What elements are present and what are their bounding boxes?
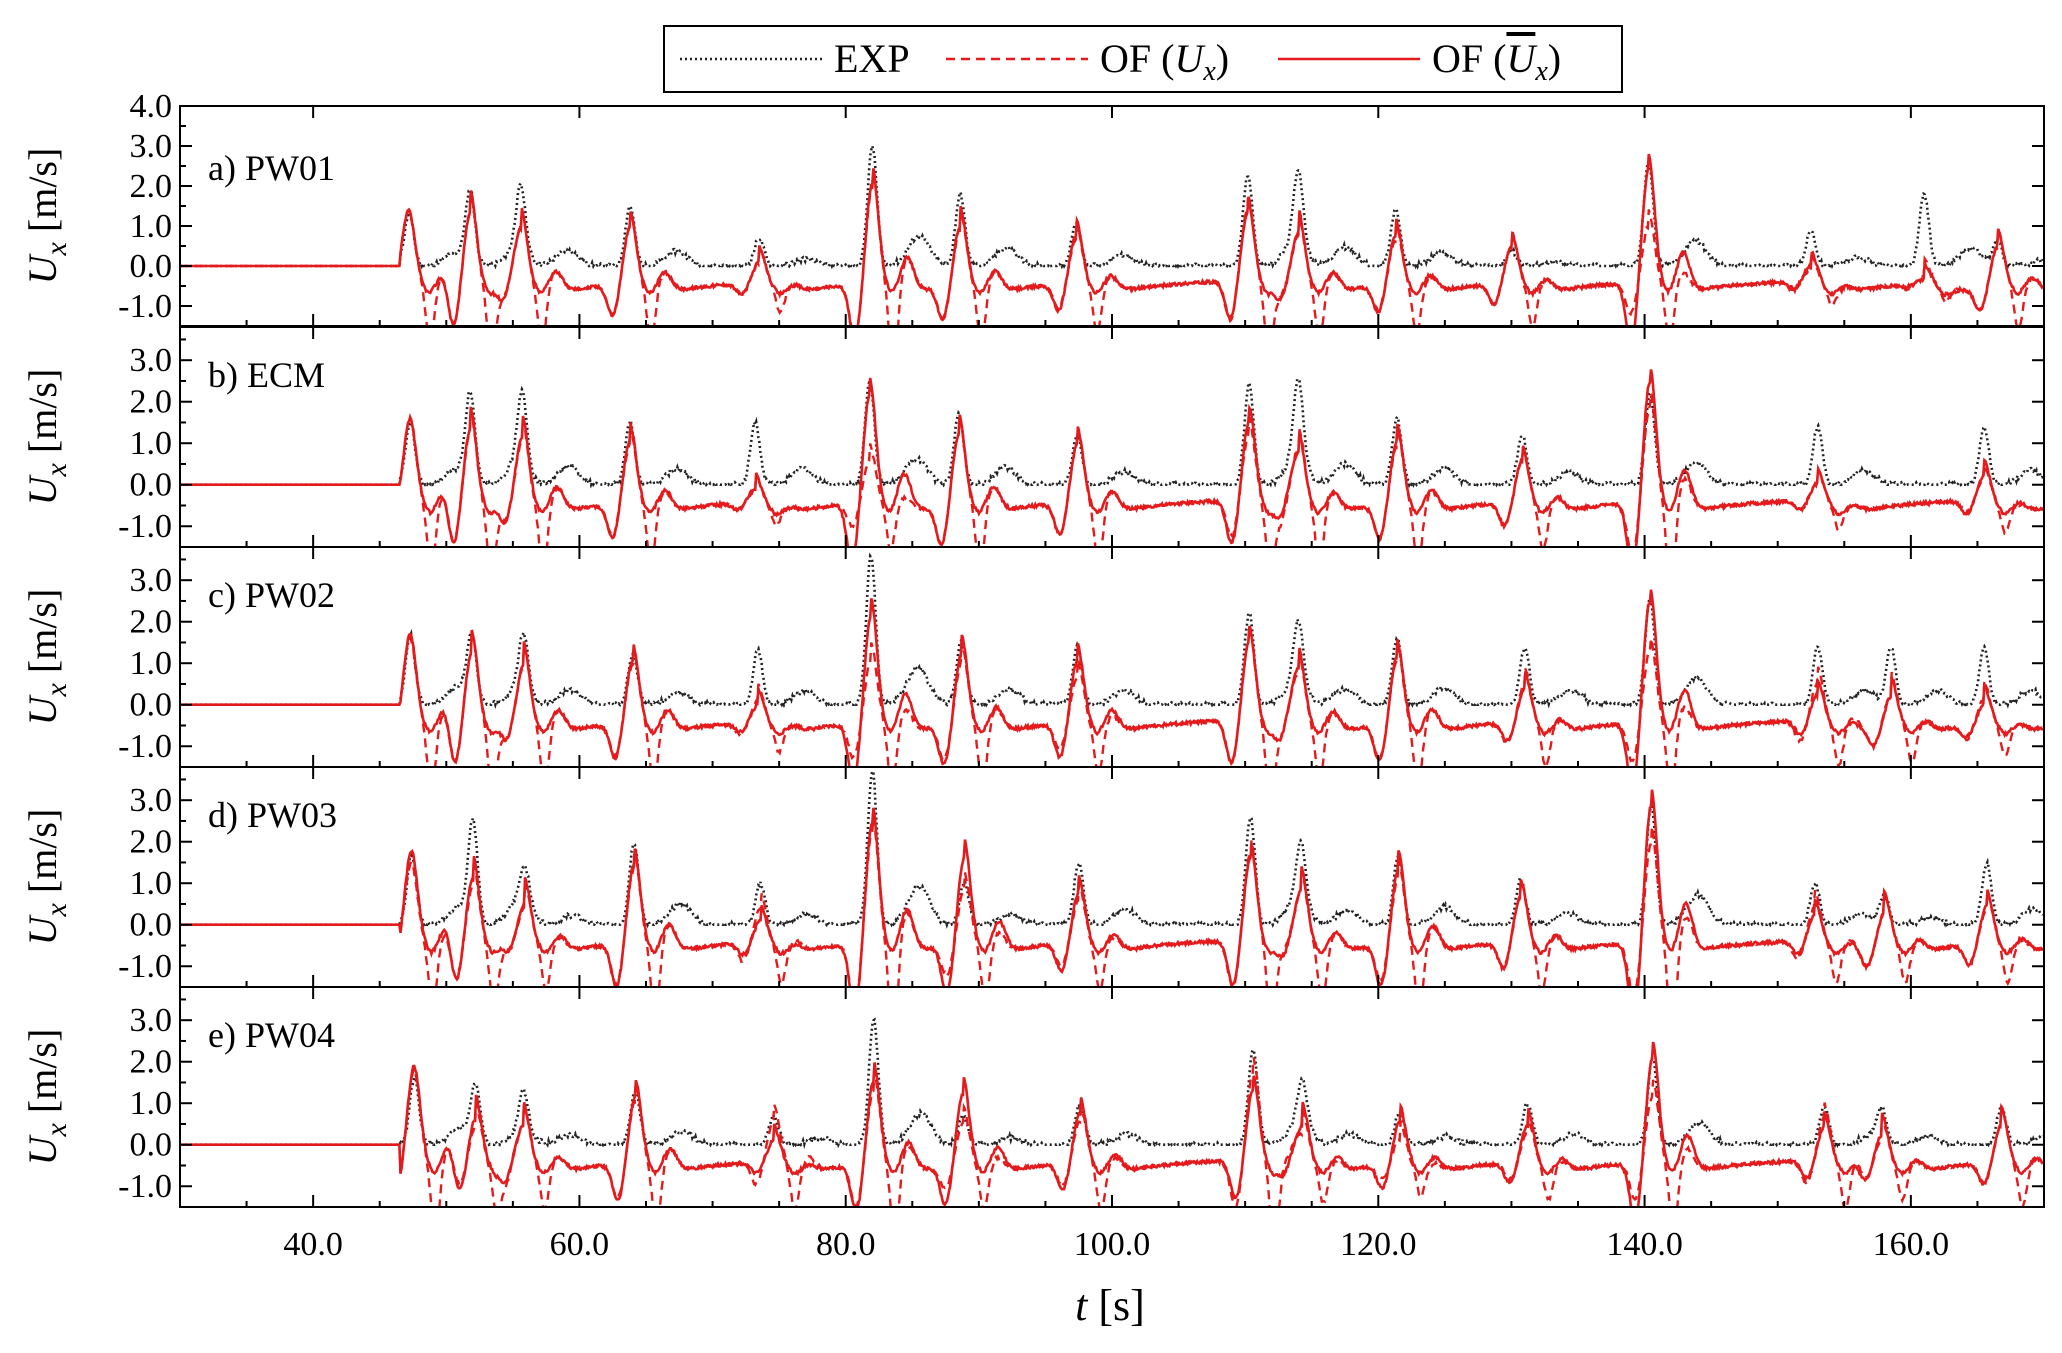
series-exp-line — [180, 1017, 2044, 1150]
series-exp-line — [180, 552, 2044, 710]
series-ofm-line — [180, 369, 2044, 547]
series-ofm-line — [180, 153, 2044, 326]
series-exp-line — [180, 376, 2044, 489]
series-of-line — [180, 1057, 2044, 1207]
panel-3: -1.0 0.0 1.0 2.0 3.0 d) PW03 Ux [m/s] — [20, 766, 2045, 988]
y-tick-label: 3.0 — [130, 342, 173, 379]
panel-0: -1.00.01.02.03.04.0 a) PW01 Ux [m/s] — [20, 88, 2045, 327]
series-of-line — [180, 816, 2044, 987]
x-tick-label: 100.0 — [1074, 1226, 1151, 1263]
y-tick-label: -1.0 — [118, 1168, 172, 1205]
y-tick-label: 1.0 — [130, 865, 173, 902]
y-tick-label: 2.0 — [130, 824, 173, 861]
series-ofm-line — [180, 789, 2044, 987]
y-tick-label: 0.0 — [130, 907, 173, 944]
y-tick-label: 1.0 — [130, 208, 173, 245]
y-tick-label: 1.0 — [130, 425, 173, 462]
panel-series — [180, 552, 2044, 767]
legend-of-label: OF (Ux) — [1100, 36, 1229, 87]
panel-frame — [179, 766, 2045, 988]
panel-frame — [179, 986, 2045, 1208]
x-tick-label: 40.0 — [283, 1226, 343, 1263]
y-tick-label: 4.0 — [130, 88, 173, 125]
y-tick-label: 1.0 — [130, 1085, 173, 1122]
y-tick-label: 2.0 — [130, 384, 173, 421]
y-tick-label: -1.0 — [118, 948, 172, 985]
panel-series — [180, 369, 2044, 547]
y-tick-label: -1.0 — [118, 728, 172, 765]
legend-box — [663, 25, 1623, 93]
y-axis-label: Ux [m/s] — [20, 369, 73, 506]
y-tick-label: 3.0 — [130, 782, 173, 819]
x-axis-label: t [s] — [1075, 1281, 1145, 1330]
series-exp-line — [180, 145, 2044, 271]
panel-label: a) PW01 — [208, 148, 335, 188]
y-tick-label: 0.0 — [130, 467, 173, 504]
x-tick-label: 120.0 — [1340, 1226, 1417, 1263]
y-tick-label: 0.0 — [130, 1127, 173, 1164]
series-of-line — [180, 393, 2044, 547]
y-tick-label: 3.0 — [130, 562, 173, 599]
x-tick-label: 80.0 — [816, 1226, 876, 1263]
series-ofm-line — [180, 1041, 2044, 1207]
y-tick-label: 3.0 — [130, 1002, 173, 1039]
y-axis-label: Ux [m/s] — [20, 809, 73, 946]
legend-exp-label: EXP — [834, 36, 910, 81]
series-ofm-line — [180, 589, 2044, 767]
x-tick-label: 160.0 — [1873, 1226, 1950, 1263]
panel-1: -1.0 0.0 1.0 2.0 3.0 b) ECM Ux [m/s] — [20, 326, 2045, 548]
y-tick-label: 0.0 — [130, 248, 173, 285]
y-tick-label: 3.0 — [130, 128, 173, 165]
y-tick-label: 2.0 — [130, 168, 173, 205]
y-tick-label: -1.0 — [118, 508, 172, 545]
panel-label: d) PW03 — [208, 795, 337, 835]
panel-4: -1.0 0.0 1.0 2.0 3.0 e) PW04 Ux [m/s] — [20, 986, 2045, 1208]
series-exp-line — [180, 767, 2044, 929]
y-tick-label: 2.0 — [130, 1044, 173, 1081]
panel-series — [180, 767, 2044, 987]
y-axis-label: Ux [m/s] — [20, 1029, 73, 1166]
y-tick-label: 2.0 — [130, 604, 173, 641]
y-tick-label: 0.0 — [130, 687, 173, 724]
panel-label: e) PW04 — [208, 1015, 335, 1055]
panel-series — [180, 1017, 2044, 1207]
x-tick-label: 140.0 — [1606, 1226, 1683, 1263]
panel-2: -1.0 0.0 1.0 2.0 3.0 c) PW02 Ux [m/s] — [20, 546, 2045, 768]
y-axis-label: Ux [m/s] — [20, 589, 73, 726]
panel-label: b) ECM — [208, 355, 325, 395]
x-tick-label: 60.0 — [550, 1226, 610, 1263]
panel-series — [180, 145, 2044, 326]
panel-label: c) PW02 — [208, 575, 335, 615]
y-axis-label: Ux [m/s] — [20, 148, 73, 285]
legend: EXP OF (Ux) OF (Ux) — [663, 25, 1623, 93]
y-tick-label: -1.0 — [118, 288, 172, 325]
y-tick-label: 1.0 — [130, 645, 173, 682]
